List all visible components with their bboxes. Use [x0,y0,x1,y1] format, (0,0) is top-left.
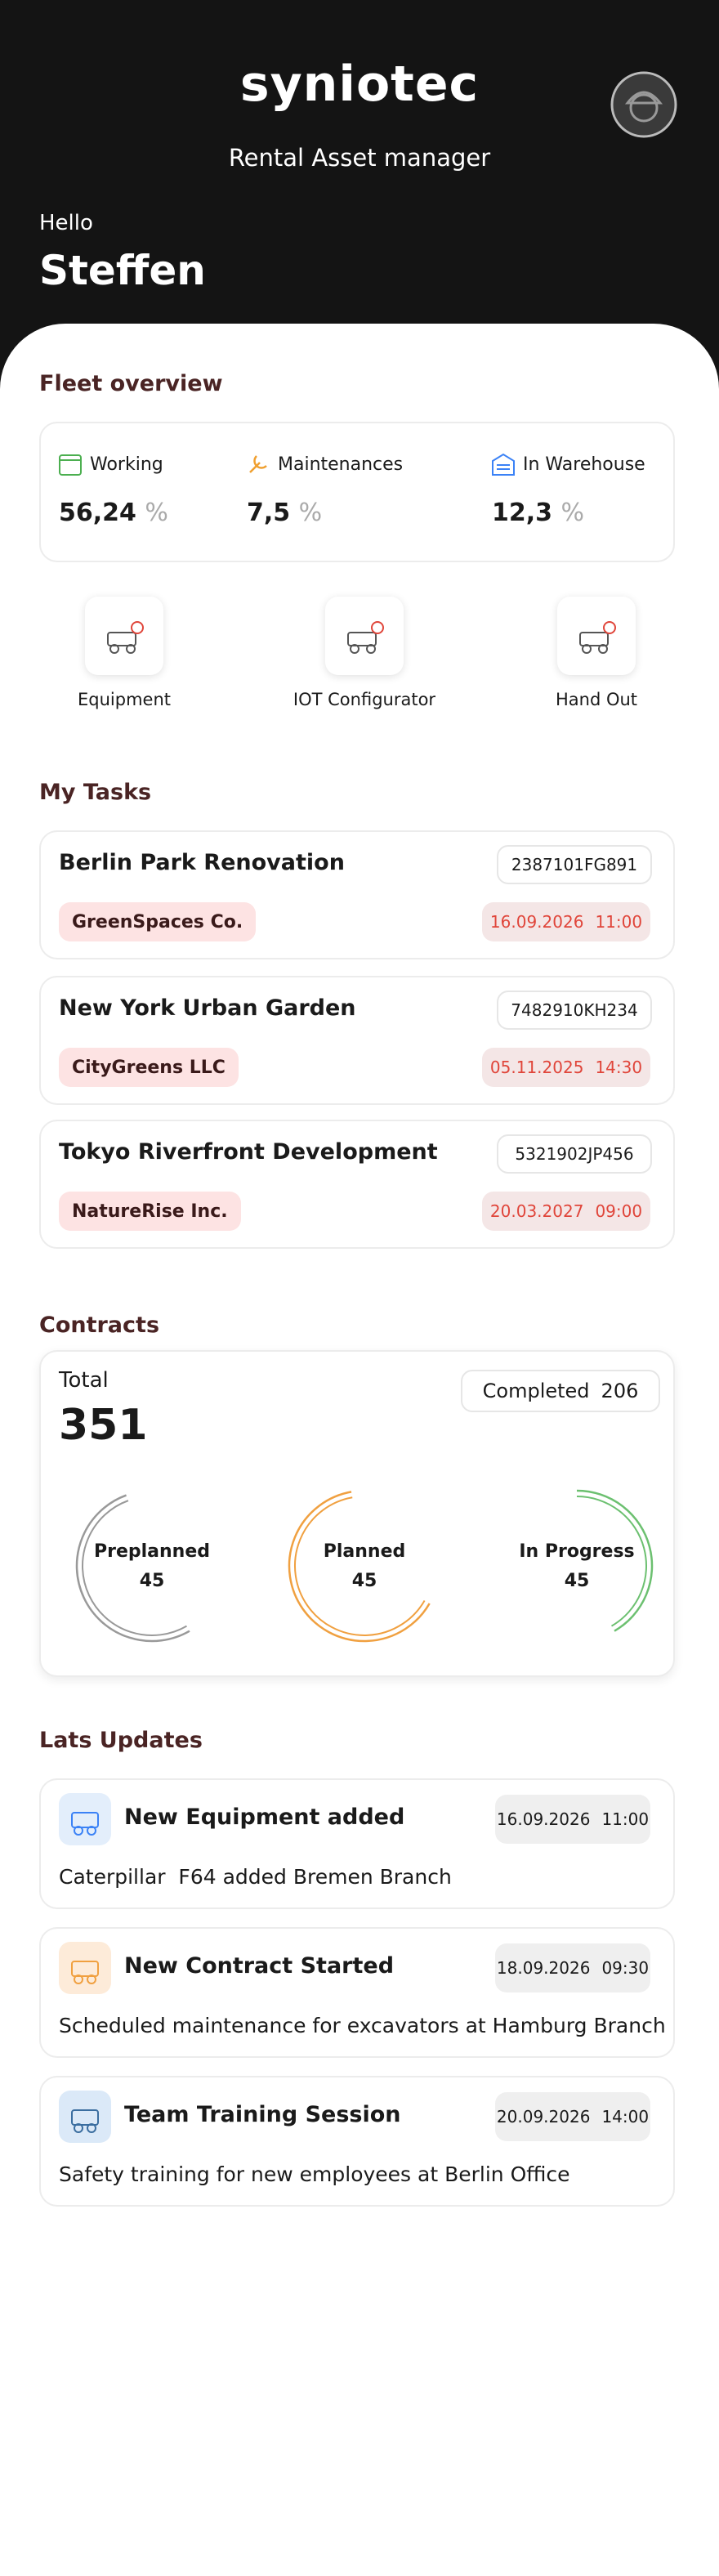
logo: syniotec [239,56,480,113]
time: 09:00 [595,1201,643,1221]
action-label[interactable]: Equipment [78,690,171,709]
user-name: Steffen [39,247,206,294]
client-tag: CityGreens LLC [59,1048,239,1087]
client-tag: GreenSpaces Co. [59,902,257,941]
completed-pill: Completed 206 [461,1370,660,1412]
contracts-card [39,1350,675,1677]
gauge-label: Planned [323,1541,406,1562]
stat-icon [490,451,516,481]
value: 56,24 [59,499,136,527]
task-title: Berlin Park Renovation [59,850,345,875]
stat-label: Working [90,454,163,475]
update-description: Caterpillar F64 added Bremen Branch [59,1865,452,1889]
update-description: Scheduled maintenance for excavators at … [59,2014,666,2037]
avatar[interactable] [610,70,678,139]
action-button[interactable] [85,597,163,675]
time: 09:30 [601,1958,650,1978]
stat-value: 12,3 % [492,499,584,527]
date: 18.09.2026 [496,1958,591,1978]
completed-value: 206 [601,1380,639,1402]
gauge-value: 45 [139,1571,165,1591]
stat-icon [57,451,83,481]
update-title: New Contract Started [124,1953,395,1979]
stat-label: Maintenances [278,454,404,475]
gauge [288,1491,431,1643]
total-value: 351 [59,1401,148,1450]
unit: % [298,499,323,527]
update-date: 16.09.2026 11:00 [495,1795,650,1844]
task-id: 5321902JP456 [497,1134,652,1174]
action-button[interactable] [325,597,404,675]
update-date: 20.09.2026 14:00 [495,2092,650,2141]
task-title: New York Urban Garden [59,995,356,1021]
completed-label: Completed [482,1380,590,1402]
update-title: Team Training Session [124,2102,401,2127]
action-label[interactable]: IOT Configurator [293,690,436,709]
gauge-value: 45 [564,1571,590,1591]
date: 05.11.2025 [489,1058,584,1077]
gauge-label: Preplanned [93,1541,211,1562]
time: 14:00 [601,2107,650,2127]
stat-label: In Warehouse [523,454,645,475]
subtitle: Rental Asset manager [228,144,491,172]
section-title: Lats Updates [39,1728,203,1753]
time: 14:30 [595,1058,643,1077]
action-button[interactable] [557,597,636,675]
date: 16.09.2026 [496,1809,591,1829]
unit: % [145,499,168,527]
value: 7,5 [247,499,291,527]
update-icon [59,2091,111,2143]
gauge [576,1489,654,1632]
client-tag: NatureRise Inc. [59,1192,241,1231]
task-id: 7482910KH234 [497,991,652,1030]
task-date: 16.09.2026 11:00 [482,902,650,941]
update-title: New Equipment added [124,1805,405,1830]
greeting: Hello [39,211,93,235]
section-title: Fleet overview [39,371,223,396]
task-title: Tokyo Riverfront Development [59,1139,438,1165]
date: 20.03.2027 [489,1201,584,1221]
update-icon [59,1793,111,1845]
section-title: Contracts [39,1313,160,1338]
total-label: Total [59,1368,109,1393]
task-date: 20.03.2027 09:00 [482,1192,650,1231]
fleet-card [39,422,675,562]
gauge-label: In Progress [519,1541,635,1562]
date: 20.09.2026 [496,2107,591,2127]
update-description: Safety training for new employees at Ber… [59,2162,570,2186]
time: 11:00 [595,912,643,932]
update-date: 18.09.2026 09:30 [495,1943,650,1992]
task-date: 05.11.2025 14:30 [482,1048,650,1087]
unit: % [560,499,584,527]
action-label[interactable]: Hand Out [555,690,638,709]
stat-value: 7,5 % [247,499,322,527]
stat-value: 56,24 % [59,499,168,527]
value: 12,3 [492,499,553,527]
time: 11:00 [601,1809,650,1829]
task-id: 2387101FG891 [497,845,652,884]
stat-icon [245,451,271,481]
gauge-value: 45 [351,1571,377,1591]
gauge [75,1494,190,1643]
update-icon [59,1942,111,1994]
date: 16.09.2026 [489,912,584,932]
section-title: My Tasks [39,780,152,805]
